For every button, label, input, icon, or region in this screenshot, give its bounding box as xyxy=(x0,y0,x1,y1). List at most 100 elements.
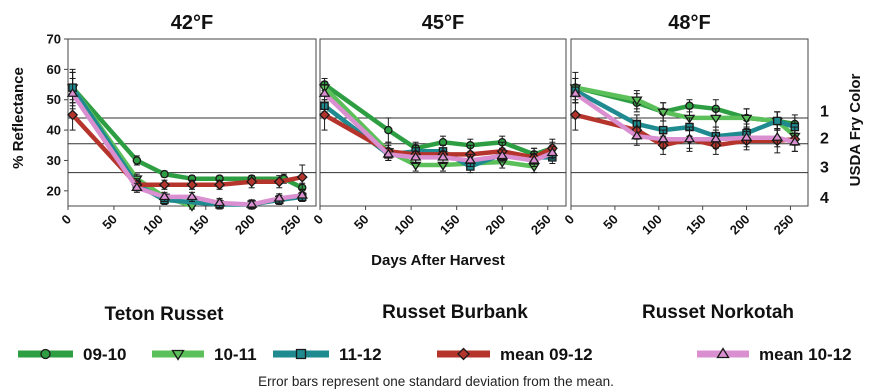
variety-label-norkotah: Russet Norkotah xyxy=(642,302,794,323)
legend-marker xyxy=(295,348,307,360)
x-axis-title: Days After Harvest xyxy=(371,252,505,269)
panel-42-f: 42°F 20 30 40 50 60 70 0 50 100 150 200 250 xyxy=(47,12,317,238)
x-tick-label: 250 xyxy=(528,212,554,238)
fry-color-tick-label: 2 xyxy=(820,131,829,148)
legend: 09-10 10-11 11-12 mean 09-12 mean 10-12 xyxy=(18,345,852,364)
panel-45-f: 45°F 0 50 100 150 200 250 xyxy=(310,12,567,238)
x-tick-label: 150 xyxy=(186,212,212,238)
x-tick-label: 250 xyxy=(771,212,797,238)
x-tick-label: 0 xyxy=(310,212,326,228)
footnote: Error bars represent one standard deviat… xyxy=(258,374,614,389)
data-point xyxy=(464,154,477,164)
data-point xyxy=(131,181,143,192)
data-point xyxy=(273,176,285,188)
data-point xyxy=(546,147,559,157)
y-tick-label: 50 xyxy=(47,92,61,107)
data-point xyxy=(213,197,226,207)
data-point xyxy=(528,154,540,164)
y-tick-label: 40 xyxy=(47,123,61,138)
data-point xyxy=(296,189,309,199)
panel-title: 48°F xyxy=(668,12,710,34)
y-tick-label: 60 xyxy=(47,62,61,77)
data-point xyxy=(771,131,784,141)
data-point xyxy=(409,151,422,161)
data-point xyxy=(273,192,286,202)
data-point xyxy=(657,108,669,118)
series-line xyxy=(322,82,555,157)
x-tick-label: 100 xyxy=(140,212,166,238)
series-mean-09-12 xyxy=(67,99,308,192)
y-tick-label: 20 xyxy=(47,183,61,198)
data-point xyxy=(740,114,753,124)
data-point xyxy=(740,131,753,141)
data-point xyxy=(683,133,696,143)
data-point xyxy=(246,176,258,188)
data-point xyxy=(657,133,669,143)
x-tick-label: 100 xyxy=(391,212,417,238)
data-point xyxy=(132,156,142,165)
legend-marker xyxy=(171,349,185,361)
legend-marker xyxy=(457,347,470,361)
legend-marker xyxy=(716,347,730,359)
fry-color-tick-label: 1 xyxy=(820,103,829,120)
x-tick-label: 200 xyxy=(232,212,258,238)
data-point xyxy=(66,87,79,97)
data-point xyxy=(569,87,582,97)
legend-label: 11-12 xyxy=(339,345,382,364)
data-point xyxy=(382,148,395,158)
series-mean-10-12 xyxy=(318,84,559,168)
legend-label: 09-10 xyxy=(83,345,126,364)
legend-label: mean 09-12 xyxy=(500,345,593,364)
data-point xyxy=(186,191,198,201)
panel-title: 45°F xyxy=(422,12,464,34)
x-tick-label: 250 xyxy=(278,212,304,238)
series-line xyxy=(573,91,798,145)
data-point xyxy=(319,109,331,121)
panel-title: 42°F xyxy=(171,12,213,34)
data-point xyxy=(631,130,643,140)
legend-item-mean-09-12: mean 09-12 xyxy=(437,345,593,364)
x-tick-label: 0 xyxy=(561,212,577,228)
y2-axis-title: USDA Fry Color xyxy=(847,73,864,186)
fry-color-tick-label: 3 xyxy=(820,160,829,177)
variety-label-teton: Teton Russet xyxy=(105,304,225,325)
series-line xyxy=(573,85,798,139)
data-point xyxy=(158,191,171,201)
panel-48-f: 48°F 0 50 100 150 200 250 1 2 3 4 xyxy=(561,12,829,237)
x-tick-label: 100 xyxy=(639,212,665,238)
y-tick-label: 30 xyxy=(47,153,61,168)
data-point xyxy=(437,151,449,161)
series-line xyxy=(322,91,555,163)
y-tick-label: 70 xyxy=(47,32,61,47)
fry-color-tick-label: 4 xyxy=(820,190,829,207)
data-point xyxy=(318,87,331,97)
x-tick-label: 150 xyxy=(683,212,709,238)
series-mean-10-12 xyxy=(569,84,801,152)
data-point xyxy=(438,137,448,147)
x-tick-label: 50 xyxy=(99,212,120,233)
data-point xyxy=(160,169,169,179)
data-point xyxy=(245,198,258,208)
x-tick-label: 50 xyxy=(351,212,372,233)
x-tick-label: 200 xyxy=(482,212,508,238)
y-axis-title: % Reflectance xyxy=(10,67,27,169)
data-point xyxy=(685,101,694,111)
data-point xyxy=(214,179,226,191)
legend-label: 10-11 xyxy=(214,345,257,364)
data-point xyxy=(186,179,198,191)
data-point xyxy=(67,109,79,121)
data-point xyxy=(384,125,393,135)
legend-item-11-12: 11-12 xyxy=(273,345,382,364)
x-tick-label: 150 xyxy=(437,212,463,238)
data-point xyxy=(773,116,782,126)
x-tick-label: 200 xyxy=(727,212,753,238)
data-point xyxy=(631,96,643,106)
x-tick-label: 50 xyxy=(600,212,621,233)
data-point xyxy=(710,133,722,143)
data-point xyxy=(158,179,170,191)
series-line xyxy=(573,88,798,139)
legend-item-10-11: 10-11 xyxy=(152,345,257,364)
data-point xyxy=(569,109,581,121)
